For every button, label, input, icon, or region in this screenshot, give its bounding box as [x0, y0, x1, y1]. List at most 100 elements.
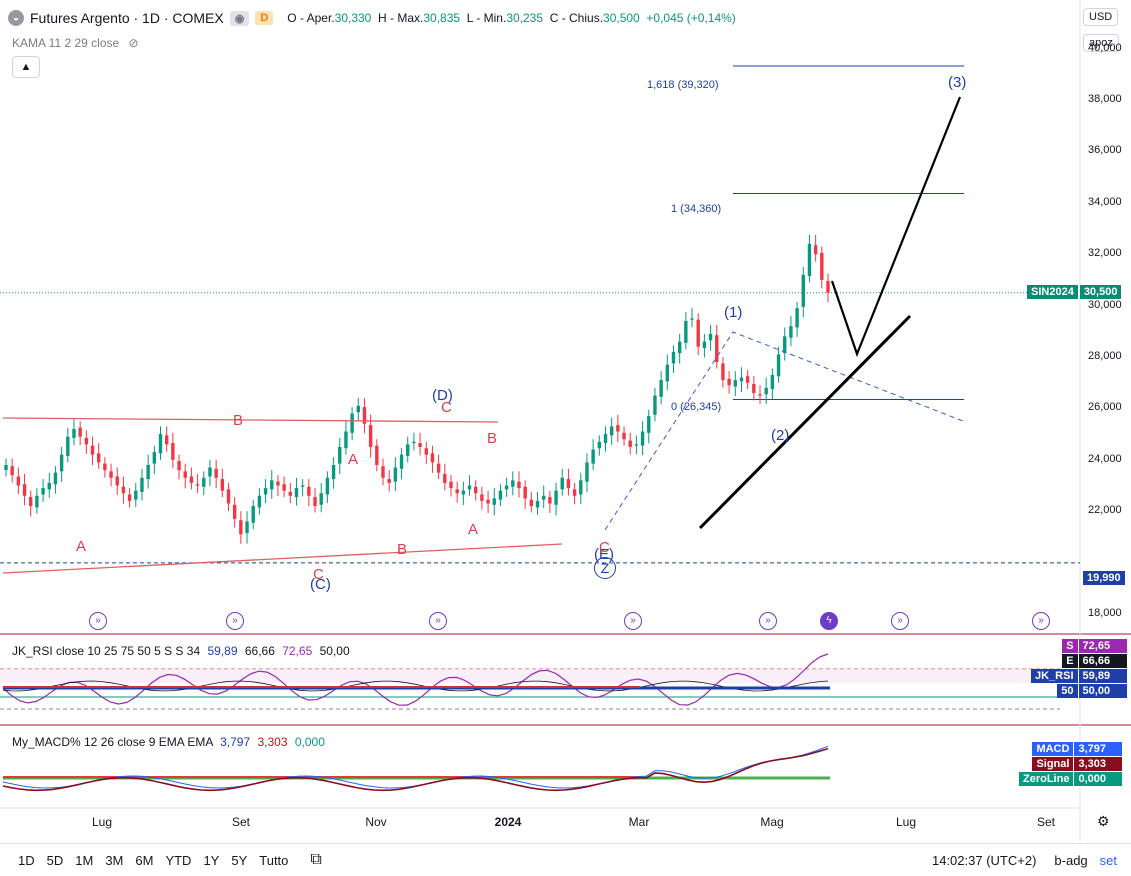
wave-label-red-b3: B	[487, 430, 498, 447]
price-tick-label: 36,000	[1088, 144, 1122, 157]
time-tick-label: Set	[231, 815, 250, 829]
candle-body	[393, 467, 398, 482]
candle-body	[708, 333, 713, 341]
macd-axis-tags: MACD 3,797 Signal 3,303 ZeroLine 0,000	[1019, 742, 1123, 786]
contract-roll-icon[interactable]: »	[759, 612, 777, 630]
candle-body	[331, 464, 336, 480]
range-5d[interactable]: 5D	[46, 852, 64, 868]
candles	[4, 234, 830, 544]
candle-body	[134, 490, 138, 500]
fib-label-1: 1 (34,360)	[671, 203, 722, 215]
candle-body	[541, 495, 546, 500]
wave-dashed-line[interactable]	[604, 331, 964, 531]
price-tick-label: 26,000	[1088, 401, 1122, 414]
candle-body	[511, 480, 515, 487]
range-1d[interactable]: 1D	[18, 852, 35, 868]
symbol-title[interactable]: Futures Argento · 1D · COMEX	[30, 10, 224, 26]
dividend-event-icon[interactable]: ϟ	[820, 612, 838, 630]
candle-body	[733, 380, 737, 387]
fib-label-1618: 1,618 (39,320)	[647, 79, 719, 91]
candle-body	[609, 426, 614, 436]
candle-body	[684, 321, 688, 343]
thick-trend-line[interactable]	[698, 314, 912, 530]
candle-body	[189, 476, 194, 483]
candle-body	[461, 490, 466, 495]
candle-body	[29, 497, 33, 507]
settings-gear-icon[interactable]: ⚙	[1097, 813, 1110, 829]
settlement-toggle[interactable]: set	[1099, 852, 1117, 868]
triangle-lower-line[interactable]	[2, 543, 563, 574]
contract-roll-icon[interactable]: »	[1032, 612, 1050, 630]
candle-body	[776, 354, 781, 377]
candle-body	[579, 480, 583, 495]
candle-body	[375, 445, 379, 465]
candle-body	[202, 477, 206, 487]
price-axis[interactable]: 40,000 38,000 36,000 34,000 32,000 30,000 28,0…	[1080, 0, 1131, 634]
range-1m[interactable]: 1M	[75, 852, 94, 868]
hidden-eye-icon[interactable]: ⊘	[128, 36, 139, 50]
range-5y[interactable]: 5Y	[231, 852, 248, 868]
contract-roll-icon[interactable]: »	[891, 612, 909, 630]
range-ytd[interactable]: YTD	[165, 852, 192, 868]
candle-body	[677, 341, 682, 354]
events-row: » » » » » ϟ » »	[0, 610, 1080, 634]
candle-body	[702, 341, 707, 348]
projection-path[interactable]	[830, 96, 962, 358]
time-tick-label: Lug	[895, 815, 917, 829]
candle-body	[789, 326, 793, 338]
delayed-badge[interactable]: D	[255, 11, 274, 25]
candle-body	[270, 480, 274, 490]
candle-body	[504, 485, 509, 490]
candle-body	[127, 494, 132, 501]
candle-body	[239, 520, 243, 535]
candle-body	[158, 434, 163, 454]
bottom-toolbar: 1D 5D 1M 3M 6M YTD 1Y 5Y Tutto ⧉ 14:02:3…	[0, 843, 1131, 876]
range-all[interactable]: Tutto	[259, 852, 289, 868]
price-tick-label: 22,000	[1088, 504, 1122, 517]
contract-roll-icon[interactable]: »	[226, 612, 244, 630]
candle-body	[121, 486, 126, 494]
candle-body	[4, 464, 8, 471]
price-tick-label: 28,000	[1088, 349, 1122, 362]
candle-body	[640, 431, 645, 446]
rsi-label[interactable]: JK_RSI close 10 25 75 50 5 S S 34 59,89 …	[12, 644, 350, 658]
candle-body	[560, 477, 564, 490]
wave-label-c: (C)	[310, 576, 331, 593]
candle-body	[449, 481, 453, 489]
range-1y[interactable]: 1Y	[203, 852, 220, 868]
macd-label[interactable]: My_MACD% 12 26 close 9 EMA EMA 3,797 3,3…	[12, 735, 325, 749]
candle-body	[622, 432, 626, 440]
range-6m[interactable]: 6M	[135, 852, 154, 868]
candle-body	[783, 336, 787, 354]
price-tick-label: 30,000	[1088, 298, 1122, 311]
adjustment-button[interactable]: apoz	[1083, 34, 1119, 52]
candle-body	[22, 484, 27, 496]
candle-body	[356, 405, 360, 413]
eye-icon[interactable]: ◉	[229, 10, 250, 26]
contract-roll-icon[interactable]: »	[89, 612, 107, 630]
macd-signal-line	[2, 747, 829, 792]
candle-body	[232, 504, 237, 519]
currency-button[interactable]: USD	[1083, 8, 1119, 26]
date-range-icon[interactable]: ⧉	[310, 851, 322, 868]
clock-readout[interactable]: 14:02:37 (UTC+2)	[931, 852, 1037, 868]
candle-body	[208, 467, 212, 477]
range-3m[interactable]: 3M	[105, 852, 124, 868]
price-tick-label: 24,000	[1088, 452, 1122, 465]
adjustment-toggle[interactable]: b-adg	[1054, 852, 1088, 868]
wave-label-red-c: C	[313, 566, 324, 583]
contract-roll-icon[interactable]: »	[429, 612, 447, 630]
candle-body	[90, 445, 95, 455]
candle-body	[171, 443, 175, 460]
price-chart[interactable]	[0, 0, 1131, 843]
contract-roll-icon[interactable]: »	[624, 612, 642, 630]
kama-indicator-label[interactable]: KAMA 11 2 29 close ⊘	[12, 36, 139, 50]
candle-body	[214, 468, 218, 478]
collapse-legend-button[interactable]: ▲	[12, 56, 40, 78]
candle-body	[294, 488, 299, 498]
time-axis[interactable]: Lug Set Nov 2024 Mar Mag Lug Set	[0, 808, 1080, 838]
candle-body	[140, 477, 144, 492]
candle-body	[325, 477, 330, 495]
candle-body	[597, 441, 602, 449]
triangle-upper-line[interactable]	[2, 417, 499, 423]
